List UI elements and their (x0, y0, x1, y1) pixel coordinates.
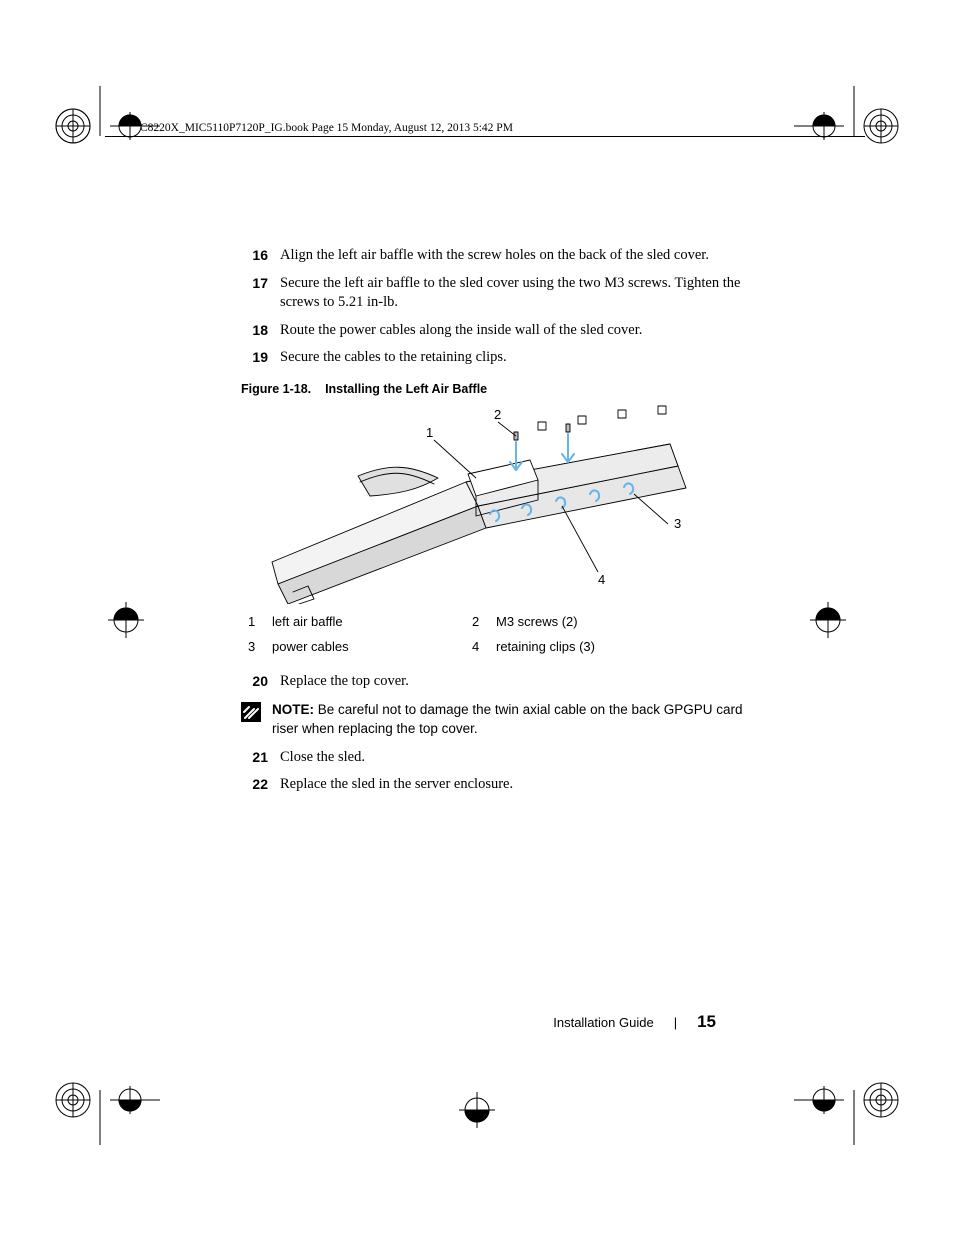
step-text: Close the sled. (280, 748, 768, 768)
note-block: NOTE: Be careful not to damage the twin … (240, 701, 768, 737)
legend-number: 1 (248, 614, 272, 629)
instruction-step: 22Replace the sled in the server enclosu… (238, 775, 768, 795)
cropmark-mid-right (798, 590, 858, 650)
footer-separator: | (674, 1015, 677, 1030)
figure-legend: 1left air baffle2M3 screws (2) 3power cab… (248, 614, 768, 654)
instruction-step: 18Route the power cables along the insid… (238, 321, 768, 341)
legend-number: 4 (472, 639, 496, 654)
legend-label: power cables (272, 639, 472, 654)
instruction-step: 20Replace the top cover. (238, 672, 768, 692)
instruction-step: 16Align the left air baffle with the scr… (238, 246, 768, 266)
content-area: 16Align the left air baffle with the scr… (238, 246, 768, 803)
cropmark-bot-right (794, 1060, 914, 1150)
legend-label: left air baffle (272, 614, 472, 629)
step-number: 22 (238, 775, 280, 794)
note-icon (240, 701, 262, 723)
cropmark-bot-left (40, 1060, 160, 1150)
note-text: NOTE: Be careful not to damage the twin … (272, 701, 768, 737)
figure-caption-title: Installing the Left Air Baffle (325, 382, 487, 396)
note-body: Be careful not to damage the twin axial … (272, 702, 743, 735)
instruction-step: 19Secure the cables to the retaining cli… (238, 348, 768, 368)
step-number: 16 (238, 246, 280, 265)
footer-page-number: 15 (697, 1012, 716, 1032)
page: C8220X_MIC5110P7120P_IG.book Page 15 Mon… (0, 0, 954, 1235)
legend-label: retaining clips (3) (496, 639, 696, 654)
step-number: 20 (238, 672, 280, 691)
page-footer: Installation Guide | 15 (553, 1012, 716, 1032)
callout-3: 3 (674, 516, 681, 531)
step-text: Replace the sled in the server enclosure… (280, 775, 768, 795)
note-label: NOTE: (272, 702, 314, 717)
figure-caption-prefix: Figure 1-18. (241, 382, 311, 396)
step-text: Replace the top cover. (280, 672, 768, 692)
figure-caption: Figure 1-18. Installing the Left Air Baf… (241, 382, 768, 396)
step-number: 17 (238, 274, 280, 293)
step-number: 21 (238, 748, 280, 767)
instruction-step: 21Close the sled. (238, 748, 768, 768)
legend-number: 3 (248, 639, 272, 654)
step-text: Route the power cables along the inside … (280, 321, 768, 341)
legend-number: 2 (472, 614, 496, 629)
step-text: Align the left air baffle with the screw… (280, 246, 768, 266)
header-rule (105, 136, 865, 137)
figure-illustration: 1 2 3 4 (238, 404, 768, 604)
legend-label: M3 screws (2) (496, 614, 696, 629)
running-head: C8220X_MIC5110P7120P_IG.book Page 15 Mon… (140, 122, 660, 134)
instruction-step: 17Secure the left air baffle to the sled… (238, 274, 768, 313)
step-number: 19 (238, 348, 280, 367)
step-number: 18 (238, 321, 280, 340)
step-text: Secure the cables to the retaining clips… (280, 348, 768, 368)
cropmark-top-right (794, 78, 914, 168)
footer-title: Installation Guide (553, 1015, 653, 1030)
callout-1: 1 (426, 425, 433, 440)
cropmark-bot-center (447, 1080, 507, 1140)
step-text: Secure the left air baffle to the sled c… (280, 274, 768, 313)
cropmark-mid-left (96, 590, 156, 650)
callout-2: 2 (494, 407, 501, 422)
callout-4: 4 (598, 572, 605, 587)
